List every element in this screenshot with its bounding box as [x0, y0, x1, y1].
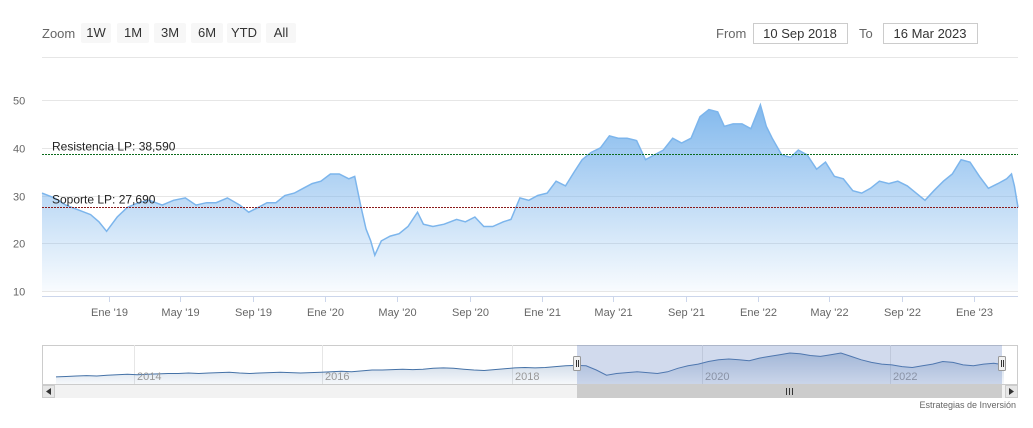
x-tick-label: Ene '20: [307, 307, 344, 319]
from-label: From: [716, 26, 746, 41]
navigator-right-handle[interactable]: [999, 357, 1006, 371]
range-selector: Zoom 1W 1M 3M 6M YTD All From 10 Sep 2: [42, 23, 978, 44]
navigator-year-label: 2016: [325, 371, 349, 383]
zoom-button-label: 1W: [86, 25, 106, 40]
y-axis-labels: 10 20 30 40 50: [13, 96, 25, 299]
zoom-button-label: 6M: [198, 25, 216, 40]
x-tick-label: May '21: [594, 307, 632, 319]
x-axis: Ene '19 May '19 Sep '19 Ene '20 May '20 Sep '…: [42, 297, 1018, 320]
y-tick-label: 20: [13, 239, 25, 251]
x-tick-label: May '19: [161, 307, 199, 319]
zoom-label: Zoom: [42, 26, 75, 41]
plot-line-label: Soporte LP: 27,690: [52, 193, 156, 207]
series-area: [42, 105, 1018, 291]
zoom-button-label: 1M: [124, 25, 142, 40]
scroll-left-button[interactable]: [43, 386, 55, 398]
x-tick-label: Ene '19: [91, 307, 128, 319]
navigator-scrollbar[interactable]: [42, 385, 1018, 398]
x-tick-label: Ene '23: [956, 307, 993, 319]
plot-line-label: Resistencia LP: 38,590: [52, 140, 176, 154]
navigator-year-label: 2014: [137, 371, 161, 383]
x-tick-label: Sep '20: [452, 307, 489, 319]
y-tick-label: 50: [13, 96, 25, 108]
x-tick-label: Sep '19: [235, 307, 272, 319]
x-tick-label: Ene '22: [740, 307, 777, 319]
scroll-right-button[interactable]: [1006, 386, 1018, 398]
x-tick-label: May '22: [810, 307, 848, 319]
y-tick-label: 40: [13, 144, 25, 156]
zoom-button-label: All: [274, 25, 289, 40]
navigator[interactable]: 20142016201820202022: [42, 345, 1018, 398]
from-date-input[interactable]: 10 Sep 2018: [754, 24, 848, 44]
to-label: To: [859, 26, 873, 41]
x-tick-label: May '20: [378, 307, 416, 319]
to-date-input[interactable]: 16 Mar 2023: [884, 24, 978, 44]
zoom-button-label: YTD: [231, 25, 257, 40]
price-series: [42, 105, 1018, 291]
zoom-button-1w[interactable]: 1W: [81, 23, 111, 43]
to-date-value: 16 Mar 2023: [894, 26, 967, 41]
from-date-value: 10 Sep 2018: [763, 26, 837, 41]
zoom-button-label: 3M: [161, 25, 179, 40]
zoom-button-all[interactable]: All: [266, 23, 296, 43]
y-tick-label: 30: [13, 192, 25, 204]
navigator-left-handle[interactable]: [574, 357, 581, 371]
x-tick-label: Sep '22: [884, 307, 921, 319]
zoom-button-6m[interactable]: 6M: [191, 23, 223, 43]
navigator-year-label: 2018: [515, 371, 539, 383]
zoom-button-3m[interactable]: 3M: [154, 23, 186, 43]
navigator-selection[interactable]: [577, 345, 1002, 384]
zoom-button-1m[interactable]: 1M: [117, 23, 149, 43]
x-tick-label: Ene '21: [524, 307, 561, 319]
credits-text: Estrategias de Inversión: [919, 400, 1016, 410]
zoom-button-ytd[interactable]: YTD: [227, 23, 261, 43]
x-tick-label: Sep '21: [668, 307, 705, 319]
y-tick-label: 10: [13, 287, 25, 299]
